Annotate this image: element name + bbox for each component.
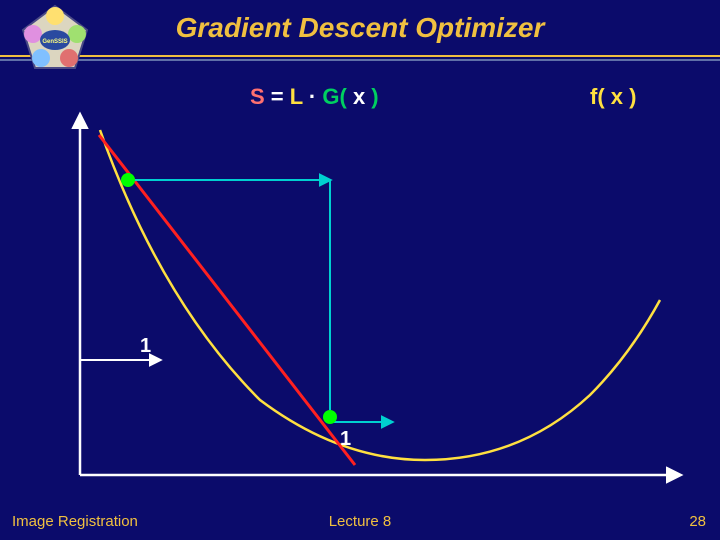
formula-G: G( — [322, 84, 353, 109]
label-1-y: 1 — [140, 335, 151, 358]
point-2 — [323, 410, 337, 424]
footer-center: Lecture 8 — [0, 513, 720, 530]
formula: S = L · G( x ) — [250, 84, 379, 110]
footer-right: 28 — [689, 513, 706, 530]
formula-eq: = — [265, 84, 290, 109]
fx-label: f( x ) — [590, 84, 636, 110]
label-1-x: 1 — [340, 428, 351, 451]
slide: GenSSIS Gradient Descent Optimizer — [0, 0, 720, 540]
plot-canvas: GenSSIS — [0, 0, 720, 540]
slide-bg — [0, 0, 720, 540]
point-1 — [121, 173, 135, 187]
formula-x: x — [353, 84, 365, 109]
formula-dot: · — [303, 84, 323, 109]
formula-S: S — [250, 84, 265, 109]
page-title: Gradient Descent Optimizer — [0, 12, 720, 44]
formula-close: ) — [365, 84, 378, 109]
formula-L: L — [290, 84, 303, 109]
